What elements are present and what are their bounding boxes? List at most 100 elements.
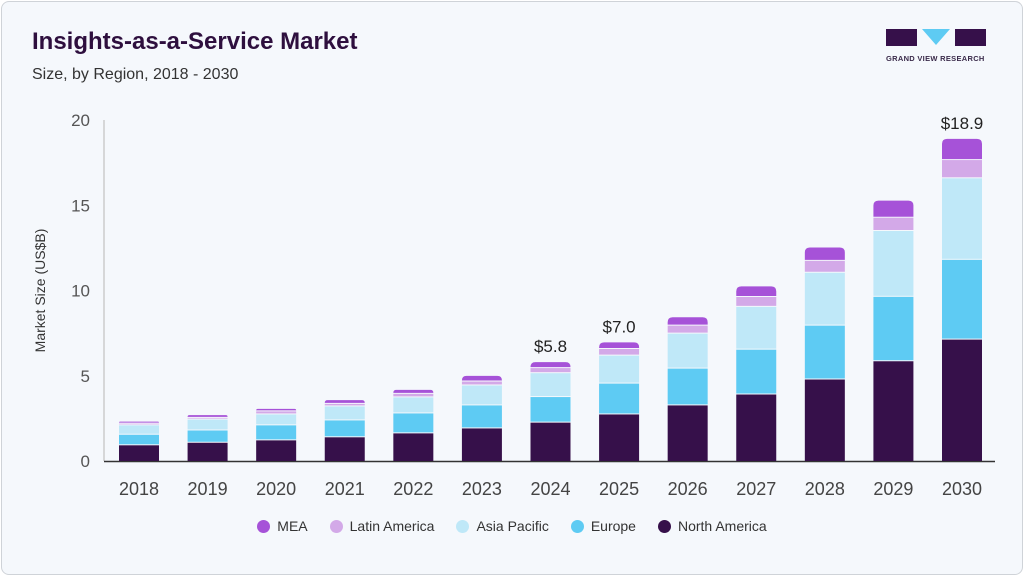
- bar-segment-north-america: [119, 445, 159, 461]
- legend-swatch-icon: [329, 519, 343, 533]
- bar-segment-mea: [667, 317, 708, 325]
- bar-segment-mea: [324, 400, 365, 403]
- data-label: $5.8: [534, 337, 567, 356]
- bar-segment-asia-pacific: [942, 178, 982, 259]
- bar-segment-europe: [530, 397, 571, 422]
- legend-item: MEA: [257, 518, 308, 534]
- bar-segment-mea: [187, 415, 228, 417]
- legend-swatch-icon: [257, 519, 271, 533]
- bar-segment-asia-pacific: [461, 385, 502, 405]
- legend-item: Asia Pacific: [456, 518, 549, 534]
- bar-segment-latin-america: [599, 348, 640, 355]
- bar-segment-north-america: [942, 339, 982, 461]
- grand-view-research-logo: GRAND VIEW RESEARCH: [886, 29, 986, 63]
- bar-segment-mea: [736, 286, 777, 296]
- bar-segment-north-america: [599, 414, 640, 461]
- logo-mark-icon: [886, 29, 986, 46]
- bar-segment-latin-america: [736, 296, 777, 306]
- bar-segment-mea: [599, 342, 640, 348]
- bar-segment-north-america: [324, 437, 365, 461]
- bar-segment-asia-pacific: [804, 272, 845, 325]
- bar-segment-asia-pacific: [667, 333, 708, 368]
- bar-segment-europe: [599, 383, 640, 414]
- legend-label: Europe: [590, 518, 636, 534]
- logo-text: GRAND VIEW RESEARCH: [886, 54, 985, 63]
- x-tick-label: 2023: [462, 479, 502, 499]
- bar-segment-asia-pacific: [324, 406, 365, 420]
- y-tick-label: 0: [81, 452, 90, 471]
- bar-segment-europe: [256, 425, 297, 440]
- x-tick-label: 2029: [873, 479, 913, 499]
- bar-segment-europe: [736, 349, 777, 394]
- legend-label: MEA: [277, 518, 308, 534]
- bar-segment-asia-pacific: [119, 425, 159, 434]
- bar-segment-europe: [393, 413, 434, 433]
- bar-segment-latin-america: [393, 393, 434, 397]
- legend-swatch-icon: [657, 519, 671, 533]
- bar-segment-asia-pacific: [187, 419, 228, 430]
- bar-segment-latin-america: [461, 381, 502, 385]
- y-tick-label: 10: [71, 282, 90, 301]
- bar-segment-latin-america: [667, 325, 708, 333]
- x-tick-label: 2026: [668, 479, 708, 499]
- bar-segment-north-america: [187, 442, 228, 461]
- bar-segment-latin-america: [256, 411, 297, 414]
- bar-segment-mea: [393, 389, 434, 393]
- x-tick-label: 2024: [530, 479, 570, 499]
- bar-segment-asia-pacific: [393, 397, 434, 413]
- bar-segment-mea: [461, 375, 502, 381]
- bar-segment-asia-pacific: [736, 306, 777, 349]
- bar-segment-latin-america: [187, 417, 228, 419]
- legend-item: Latin America: [329, 518, 435, 534]
- bar-segment-north-america: [461, 428, 502, 461]
- legend: MEA Latin America Asia Pacific Europe North …: [2, 518, 1022, 534]
- x-tick-label: 2021: [325, 479, 365, 499]
- bar-segment-mea: [804, 247, 845, 260]
- bar-segment-mea: [942, 138, 982, 160]
- bar-segment-asia-pacific: [530, 373, 571, 397]
- bar-segment-latin-america: [324, 403, 365, 406]
- x-tick-label: 2018: [119, 479, 159, 499]
- bar-segment-latin-america: [804, 260, 845, 272]
- bar-segment-north-america: [667, 405, 708, 461]
- bar-segment-asia-pacific: [599, 355, 640, 383]
- bar-segment-north-america: [256, 440, 297, 461]
- bar-segment-asia-pacific: [873, 230, 914, 296]
- bar-segment-europe: [873, 296, 914, 361]
- x-tick-label: 2027: [736, 479, 776, 499]
- bar-segment-north-america: [804, 379, 845, 461]
- bar-segment-europe: [461, 405, 502, 428]
- bar-segment-mea: [873, 200, 914, 217]
- legend-swatch-icon: [456, 519, 470, 533]
- x-tick-label: 2030: [942, 479, 982, 499]
- x-tick-label: 2019: [188, 479, 228, 499]
- bar-segment-north-america: [736, 394, 777, 461]
- x-tick-label: 2020: [256, 479, 296, 499]
- bar-segment-europe: [187, 430, 228, 442]
- bar-segment-north-america: [393, 433, 434, 461]
- legend-swatch-icon: [570, 519, 584, 533]
- bar-segment-latin-america: [873, 217, 914, 230]
- y-tick-label: 5: [81, 367, 90, 386]
- bar-segment-europe: [324, 420, 365, 437]
- data-label: $7.0: [603, 317, 636, 336]
- data-label: $18.9: [941, 114, 984, 133]
- bar-segment-mea: [119, 421, 159, 423]
- y-tick-label: 20: [71, 111, 90, 130]
- bar-segment-latin-america: [942, 160, 982, 178]
- y-tick-label: 15: [71, 196, 90, 215]
- legend-label: North America: [677, 518, 767, 534]
- bar-segment-asia-pacific: [256, 414, 297, 425]
- bar-segment-europe: [804, 325, 845, 379]
- legend-label: Latin America: [349, 518, 435, 534]
- bar-segment-mea: [530, 362, 571, 368]
- bar-segment-latin-america: [530, 368, 571, 373]
- bar-segment-europe: [119, 434, 159, 445]
- legend-item: North America: [657, 518, 767, 534]
- x-tick-label: 2022: [393, 479, 433, 499]
- chart-subtitle: Size, by Region, 2018 - 2030: [32, 66, 239, 83]
- stacked-bar-chart: 0 5 10 15 20 Market Size (US$B) 2018 2019 2020 20…: [32, 111, 995, 499]
- bar-segment-north-america: [873, 361, 914, 461]
- bar-segment-europe: [667, 368, 708, 405]
